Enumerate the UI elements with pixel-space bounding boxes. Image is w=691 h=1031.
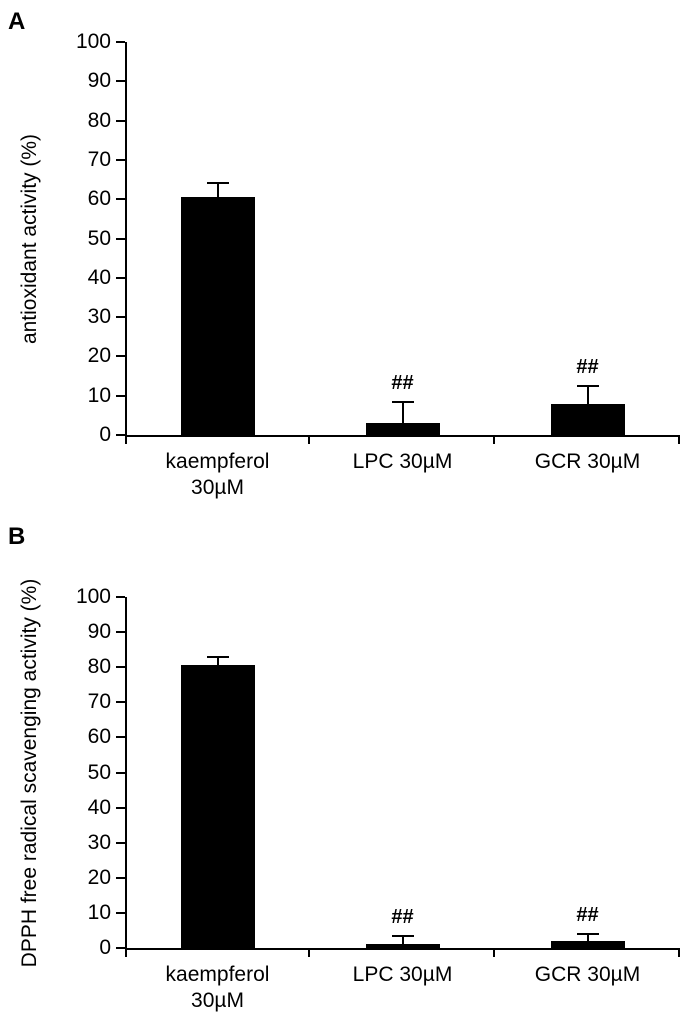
- x-axis-line: [125, 948, 680, 950]
- significance-marker-3: ##: [576, 903, 599, 926]
- bar-1: [180, 665, 255, 948]
- x-tick-mark: [125, 948, 127, 957]
- y-tick-label: 70: [87, 690, 111, 714]
- x-category-label-2: LPC 30µM: [352, 963, 453, 986]
- y-tick-label: 30: [87, 305, 111, 329]
- significance-marker-3: ##: [576, 355, 599, 378]
- y-tick-label: 0: [99, 423, 111, 446]
- y-tick-mark: [116, 947, 125, 949]
- y-tick-mark: [116, 596, 125, 598]
- bar-2: [365, 944, 440, 948]
- y-tick-mark: [116, 876, 125, 879]
- y-tick-mark: [116, 631, 125, 634]
- error-bar-line-2: [401, 935, 404, 945]
- bar-3: [550, 940, 625, 948]
- error-bar-cap-3: [576, 932, 599, 935]
- y-tick-label: 100: [75, 30, 111, 53]
- x-tick-mark: [308, 435, 310, 444]
- panel-a-letter: A: [8, 8, 26, 35]
- y-tick-label: 10: [87, 900, 111, 924]
- x-category-label-3: GCR 30µM: [534, 450, 641, 473]
- significance-marker-2: ##: [391, 371, 414, 394]
- y-tick-mark: [116, 119, 125, 122]
- y-tick-label: 20: [87, 344, 111, 368]
- significance-marker-2: ##: [391, 905, 414, 928]
- bar-1: [180, 197, 255, 435]
- error-bar-line-1: [216, 183, 219, 198]
- y-tick-mark: [116, 316, 125, 319]
- y-tick-mark: [116, 80, 125, 83]
- y-tick-mark: [116, 806, 125, 809]
- x-category-label-1: kaempferol 30µM: [165, 450, 270, 500]
- x-tick-mark: [678, 435, 680, 444]
- y-tick-label: 60: [87, 725, 111, 749]
- x-tick-mark: [125, 435, 127, 444]
- error-bar-line-1: [216, 656, 219, 666]
- y-tick-label: 90: [87, 620, 111, 644]
- error-bar-cap-2: [391, 400, 414, 403]
- y-tick-label: 20: [87, 865, 111, 889]
- x-axis-line: [125, 435, 680, 437]
- panel-b: B DPPH free radical scavenging activity …: [0, 515, 691, 1031]
- panel-b-letter: B: [8, 523, 26, 550]
- y-tick-label: 10: [87, 383, 111, 407]
- error-bar-cap-3: [576, 384, 599, 387]
- x-category-label-2: LPC 30µM: [352, 450, 453, 473]
- y-tick-label: 60: [87, 187, 111, 211]
- y-tick-mark: [116, 355, 125, 358]
- error-bar-cap-1: [206, 655, 229, 658]
- bar-2: [365, 423, 440, 435]
- y-tick-mark: [116, 237, 125, 240]
- error-bar-line-2: [401, 401, 404, 424]
- y-tick-label: 90: [87, 69, 111, 93]
- y-tick-mark: [116, 701, 125, 704]
- y-tick-label: 40: [87, 795, 111, 819]
- x-category-label-3: GCR 30µM: [534, 963, 641, 986]
- x-tick-mark: [678, 948, 680, 957]
- y-tick-mark: [116, 771, 125, 774]
- y-tick-label: 100: [75, 585, 111, 608]
- y-tick-mark: [116, 434, 125, 436]
- y-tick-mark: [116, 736, 125, 739]
- error-bar-line-3: [586, 933, 589, 941]
- y-tick-mark: [116, 841, 125, 844]
- y-tick-mark: [116, 911, 125, 914]
- x-tick-mark: [493, 948, 495, 957]
- y-tick-label: 50: [87, 760, 111, 784]
- panel-a: A antioxidant activity (%) 0 10 20 30 40 50 60…: [0, 0, 691, 515]
- bar-3: [550, 403, 625, 435]
- y-tick-mark: [116, 41, 125, 43]
- x-category-label-1: kaempferol 30µM: [165, 963, 270, 1013]
- y-tick-label: 80: [87, 108, 111, 132]
- y-tick-mark: [116, 394, 125, 397]
- y-tick-mark: [116, 198, 125, 201]
- y-tick-mark: [116, 276, 125, 279]
- y-tick-label: 0: [99, 936, 111, 959]
- x-tick-mark: [308, 948, 310, 957]
- y-axis-line: [125, 42, 127, 437]
- y-tick-label: 80: [87, 655, 111, 679]
- y-tick-label: 30: [87, 830, 111, 854]
- panel-a-y-axis-label: antioxidant activity (%): [18, 133, 41, 344]
- x-tick-mark: [493, 435, 495, 444]
- y-tick-mark: [116, 158, 125, 161]
- error-bar-line-3: [586, 385, 589, 404]
- y-tick-label: 50: [87, 226, 111, 250]
- y-tick-mark: [116, 666, 125, 669]
- y-axis-line: [125, 597, 127, 950]
- y-tick-label: 40: [87, 265, 111, 289]
- panel-b-y-axis-label: DPPH free radical scavenging activity (%…: [18, 578, 41, 967]
- error-bar-cap-1: [206, 182, 229, 185]
- y-tick-label: 70: [87, 147, 111, 171]
- error-bar-cap-2: [391, 934, 414, 937]
